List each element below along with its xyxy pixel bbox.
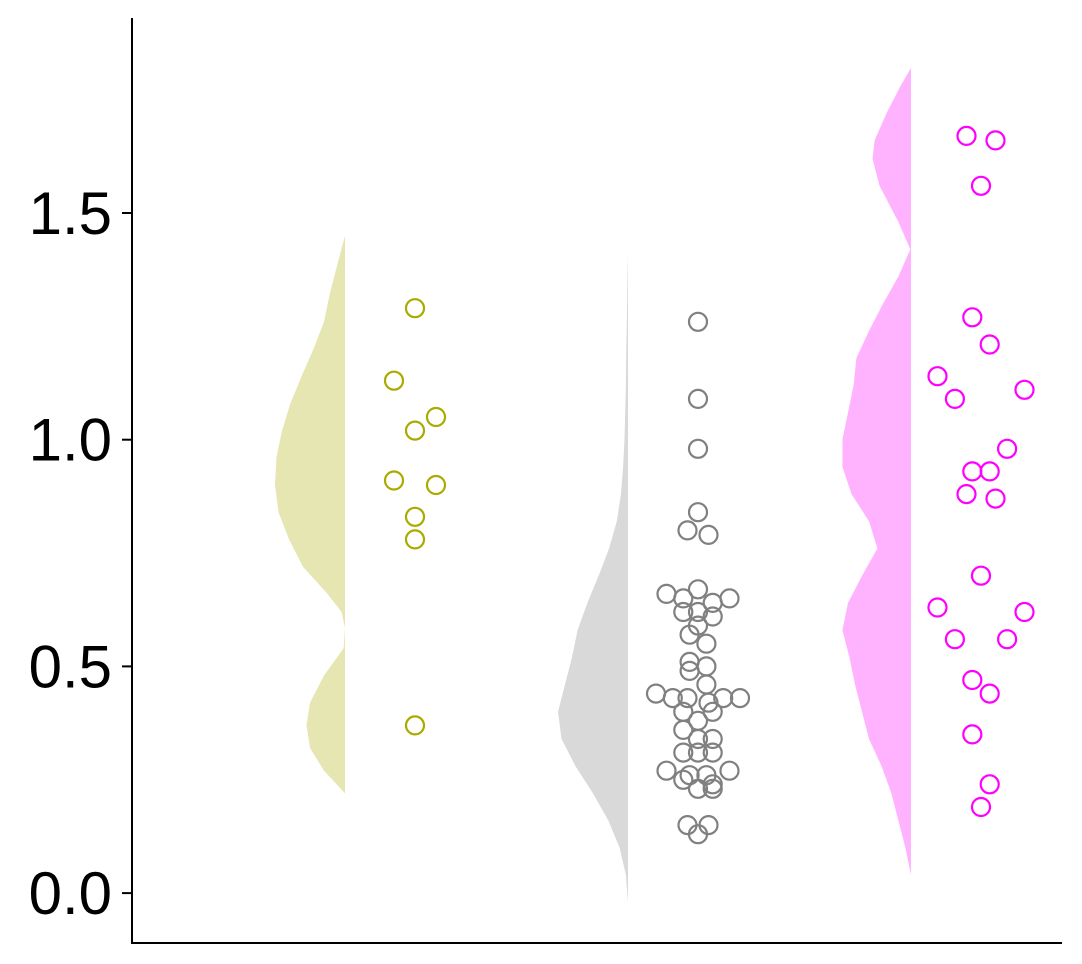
- data-point-group-3-16: [944, 629, 966, 650]
- data-point-group-2-46: [687, 824, 709, 845]
- data-point-group-3-2: [970, 175, 992, 196]
- data-point-group-2-2: [687, 438, 709, 459]
- data-point-group-3-17: [996, 629, 1018, 650]
- y-tick-label-2: 1.0: [29, 407, 112, 474]
- data-point-group-2-9: [719, 588, 740, 609]
- data-point-group-2-36: [656, 760, 677, 781]
- data-point-group-3-18: [962, 669, 983, 691]
- data-point-group-3-8: [996, 438, 1018, 459]
- data-point-group-2-13: [702, 606, 723, 627]
- y-tick-label-0: 0.0: [29, 860, 112, 927]
- data-point-group-2-34: [687, 742, 709, 763]
- data-point-group-3-6: [1014, 379, 1035, 400]
- data-point-group-2-42: [687, 778, 709, 799]
- data-point-group-2-8: [673, 588, 694, 609]
- data-point-group-1-3: [404, 420, 426, 441]
- data-point-group-2-32: [702, 728, 723, 750]
- data-point-group-2-15: [679, 624, 700, 645]
- y-ticks: 0.0 0.5 1.0 1.5: [29, 180, 132, 927]
- data-point-group-2-21: [645, 683, 667, 704]
- data-point-group-3-5: [927, 366, 948, 387]
- y-tick-label-3: 1.5: [29, 180, 112, 247]
- data-point-group-2-43: [702, 778, 723, 799]
- data-point-group-2-5: [698, 524, 719, 546]
- data-point-group-1-7: [404, 529, 426, 550]
- data-point-group-1-8: [404, 715, 426, 736]
- data-point-group-3-20: [962, 724, 983, 745]
- data-point-group-2-1: [687, 388, 709, 409]
- points-layer: [383, 125, 1035, 845]
- data-point-group-2-12: [687, 601, 709, 623]
- data-point-group-2-40: [673, 769, 694, 790]
- data-point-group-1-6: [404, 506, 426, 527]
- data-point-group-3-21: [979, 774, 1000, 795]
- data-point-group-1-2: [425, 406, 447, 428]
- data-point-group-2-37: [719, 760, 740, 781]
- data-point-group-3-22: [970, 796, 992, 818]
- data-point-group-2-11: [673, 601, 694, 623]
- data-point-group-2-24: [713, 687, 734, 709]
- data-point-group-3-10: [979, 461, 1000, 482]
- violin-group-2: [558, 253, 628, 903]
- data-point-group-2-23: [662, 687, 683, 709]
- data-point-group-3-11: [956, 484, 977, 505]
- data-point-group-2-33: [673, 742, 694, 763]
- data-point-group-2-6: [687, 579, 709, 600]
- data-point-group-2-35: [702, 742, 723, 763]
- data-point-group-3-3: [962, 307, 983, 328]
- data-point-group-2-22: [729, 687, 751, 709]
- data-point-group-2-7: [656, 583, 677, 605]
- data-point-group-2-28: [702, 701, 723, 722]
- data-point-group-2-10: [702, 592, 723, 614]
- data-point-group-1-4: [383, 470, 405, 491]
- violin-group-1: [275, 235, 345, 794]
- data-point-group-3-15: [1014, 601, 1035, 623]
- axes: [131, 18, 1062, 944]
- data-point-group-1-1: [383, 370, 405, 391]
- data-point-group-2-30: [673, 719, 694, 741]
- data-point-group-2-16: [696, 633, 717, 654]
- data-point-group-2-25: [677, 687, 698, 709]
- data-point-group-3-7: [944, 388, 966, 409]
- data-point-group-2-18: [696, 656, 717, 677]
- data-point-group-3-9: [962, 461, 983, 482]
- data-point-group-3-4: [979, 334, 1000, 355]
- data-point-group-2-26: [698, 692, 719, 713]
- data-point-group-3-1: [985, 130, 1006, 151]
- data-point-group-3-12: [985, 488, 1006, 509]
- data-point-group-1-5: [425, 474, 447, 496]
- data-point-group-2-4: [677, 520, 698, 541]
- data-point-group-3-14: [927, 597, 948, 618]
- data-point-group-3-19: [979, 683, 1000, 704]
- data-point-group-2-20: [696, 674, 717, 695]
- data-point-group-3-0: [956, 125, 977, 146]
- data-point-group-2-0: [687, 311, 709, 332]
- data-point-group-3-13: [970, 565, 992, 586]
- data-point-group-1-0: [404, 298, 426, 319]
- violin-group-3: [842, 67, 911, 875]
- data-point-group-2-3: [687, 502, 709, 523]
- data-point-group-2-38: [679, 765, 700, 786]
- data-point-group-2-19: [679, 660, 700, 682]
- y-tick-label-1: 0.5: [29, 633, 112, 700]
- violin-layer: [275, 67, 911, 903]
- data-point-group-2-31: [687, 728, 709, 750]
